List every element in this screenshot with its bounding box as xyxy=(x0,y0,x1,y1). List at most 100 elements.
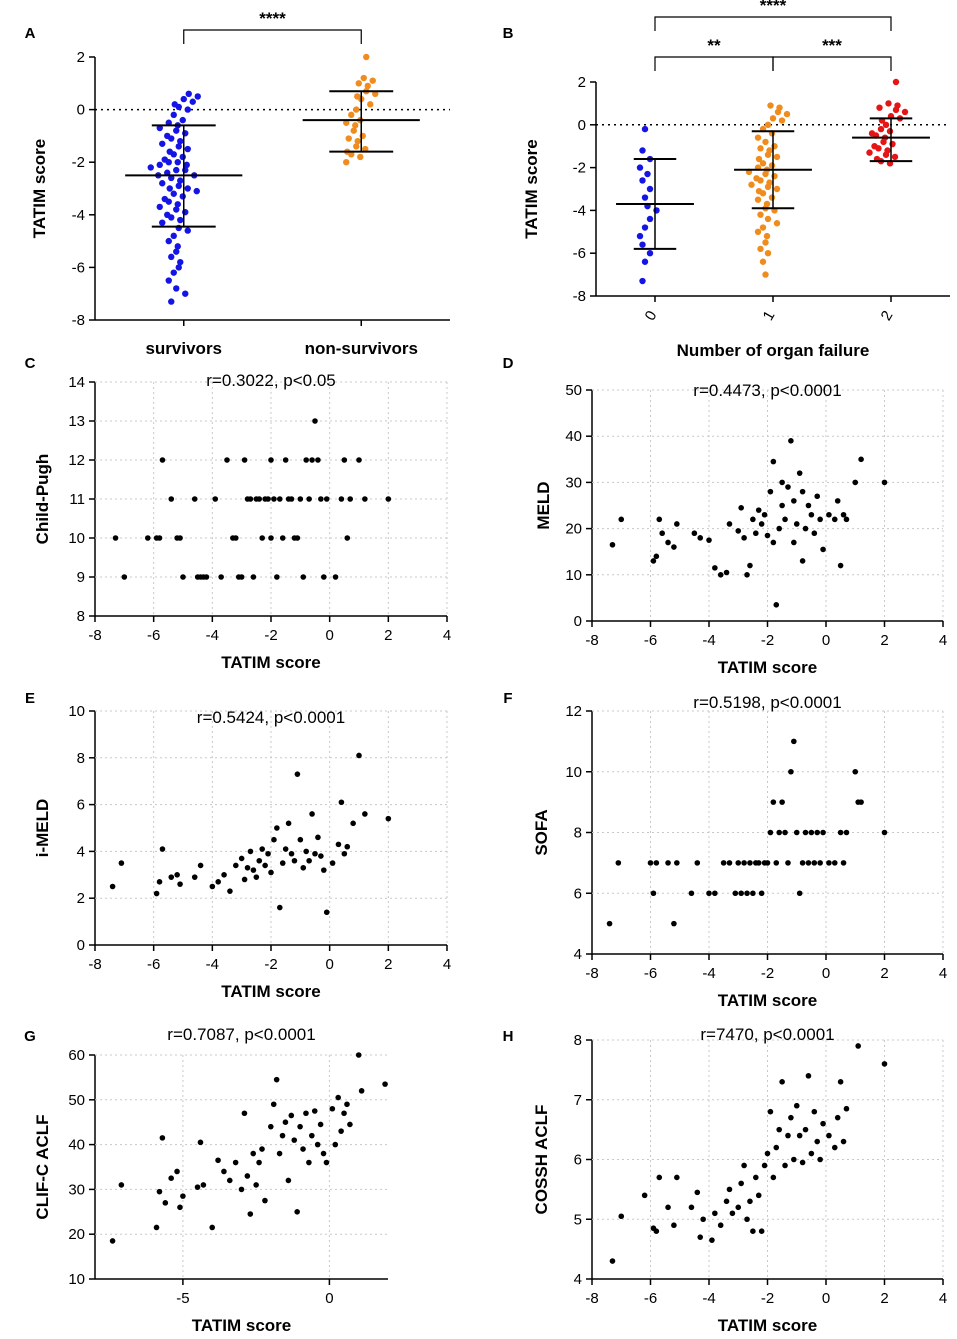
data-point xyxy=(173,206,180,213)
data-point xyxy=(753,1174,759,1181)
data-point xyxy=(767,1108,774,1115)
data-point xyxy=(279,860,286,866)
data-point xyxy=(173,127,180,134)
data-point xyxy=(352,122,359,129)
data-point xyxy=(647,860,654,866)
significance-label: **** xyxy=(259,9,286,28)
data-point xyxy=(837,829,844,836)
x-tick-label: 0 xyxy=(822,632,830,649)
x-tick-label: 4 xyxy=(443,956,451,973)
data-point xyxy=(276,1150,283,1157)
y-axis-title: COSSH ACLF xyxy=(532,1105,551,1215)
data-point xyxy=(764,121,772,128)
data-point xyxy=(362,145,369,153)
data-point xyxy=(653,860,660,866)
data-point xyxy=(177,177,184,184)
data-point xyxy=(321,574,327,580)
correlation-annotation: r=0.7087, p<0.0001 xyxy=(167,1025,315,1044)
y-tick-label: 60 xyxy=(68,1047,85,1064)
data-point xyxy=(200,1182,207,1188)
data-point xyxy=(241,457,248,463)
y-tick-label: 5 xyxy=(574,1211,582,1228)
data-point xyxy=(843,1105,850,1112)
data-point xyxy=(177,881,183,887)
y-tick-label: 4 xyxy=(574,1271,582,1288)
data-point xyxy=(168,1175,174,1181)
data-point xyxy=(177,258,184,266)
data-point xyxy=(671,544,677,550)
data-point xyxy=(212,496,219,502)
x-tick-label: 0 xyxy=(822,1290,830,1307)
x-tick-label: -6 xyxy=(147,627,160,644)
data-point xyxy=(882,151,890,158)
correlation-annotation: r=7470, p<0.0001 xyxy=(700,1025,834,1044)
data-point xyxy=(215,879,221,885)
data-point xyxy=(315,834,321,841)
data-point xyxy=(852,768,859,775)
x-tick-label: -6 xyxy=(644,965,657,982)
data-point xyxy=(764,1150,771,1157)
data-point xyxy=(279,535,286,541)
data-point xyxy=(221,1168,227,1175)
data-point xyxy=(735,1204,742,1211)
data-point xyxy=(783,110,791,118)
data-point xyxy=(757,177,764,184)
x-tick-label: -4 xyxy=(206,627,219,644)
data-point xyxy=(748,181,755,188)
data-point xyxy=(609,1258,616,1264)
data-point xyxy=(834,1114,841,1121)
data-point xyxy=(348,111,355,119)
data-point xyxy=(118,860,125,866)
data-point xyxy=(227,888,233,894)
data-point xyxy=(177,535,183,541)
data-point xyxy=(168,874,175,880)
data-point xyxy=(697,535,704,541)
y-tick-label: 2 xyxy=(77,890,85,907)
data-point xyxy=(353,143,360,150)
data-point xyxy=(744,572,750,578)
y-tick-label: -2 xyxy=(72,154,85,171)
data-point xyxy=(164,169,171,176)
data-point xyxy=(341,850,348,857)
data-point xyxy=(253,874,260,880)
data-point xyxy=(656,516,663,523)
data-point xyxy=(184,106,191,113)
panel-a: A -8 -6 -4 -2 0 2 TATIM score survivors non-survi… xyxy=(25,9,450,358)
data-point xyxy=(791,1156,797,1163)
data-point xyxy=(791,539,797,546)
data-point xyxy=(191,874,198,880)
data-point xyxy=(831,516,838,523)
data-point xyxy=(191,496,198,502)
data-point xyxy=(768,194,776,201)
data-point xyxy=(665,539,671,546)
data-point xyxy=(256,496,263,502)
data-point xyxy=(618,516,625,523)
data-point xyxy=(177,1204,183,1211)
data-point xyxy=(609,541,616,548)
data-point xyxy=(782,1162,788,1169)
data-point xyxy=(796,1132,803,1139)
data-point xyxy=(639,147,646,154)
y-tick-label: -6 xyxy=(573,245,586,262)
data-point xyxy=(262,862,268,869)
data-point xyxy=(799,860,806,866)
data-point xyxy=(814,493,821,500)
y-tick-label: 30 xyxy=(68,1181,85,1198)
data-point xyxy=(256,1159,262,1166)
data-point xyxy=(674,860,680,866)
x-axis-title: TATIM score xyxy=(221,982,321,1001)
data-point xyxy=(688,890,695,897)
panel-letter: D xyxy=(503,355,514,372)
data-point xyxy=(274,574,280,580)
data-point xyxy=(659,530,665,537)
data-point xyxy=(788,1114,794,1121)
data-point xyxy=(656,1174,663,1181)
data-point xyxy=(259,1146,265,1152)
data-point xyxy=(712,1210,718,1217)
x-tick-label: -8 xyxy=(88,956,101,973)
data-point xyxy=(769,115,777,122)
data-point xyxy=(762,170,769,178)
data-point xyxy=(168,135,175,142)
panel-c: C 8 9 10 11 12 13 14 Child-Pugh -8 -6 -4 -2 0 2 4 TATIM … xyxy=(25,355,452,672)
data-point xyxy=(259,846,266,852)
